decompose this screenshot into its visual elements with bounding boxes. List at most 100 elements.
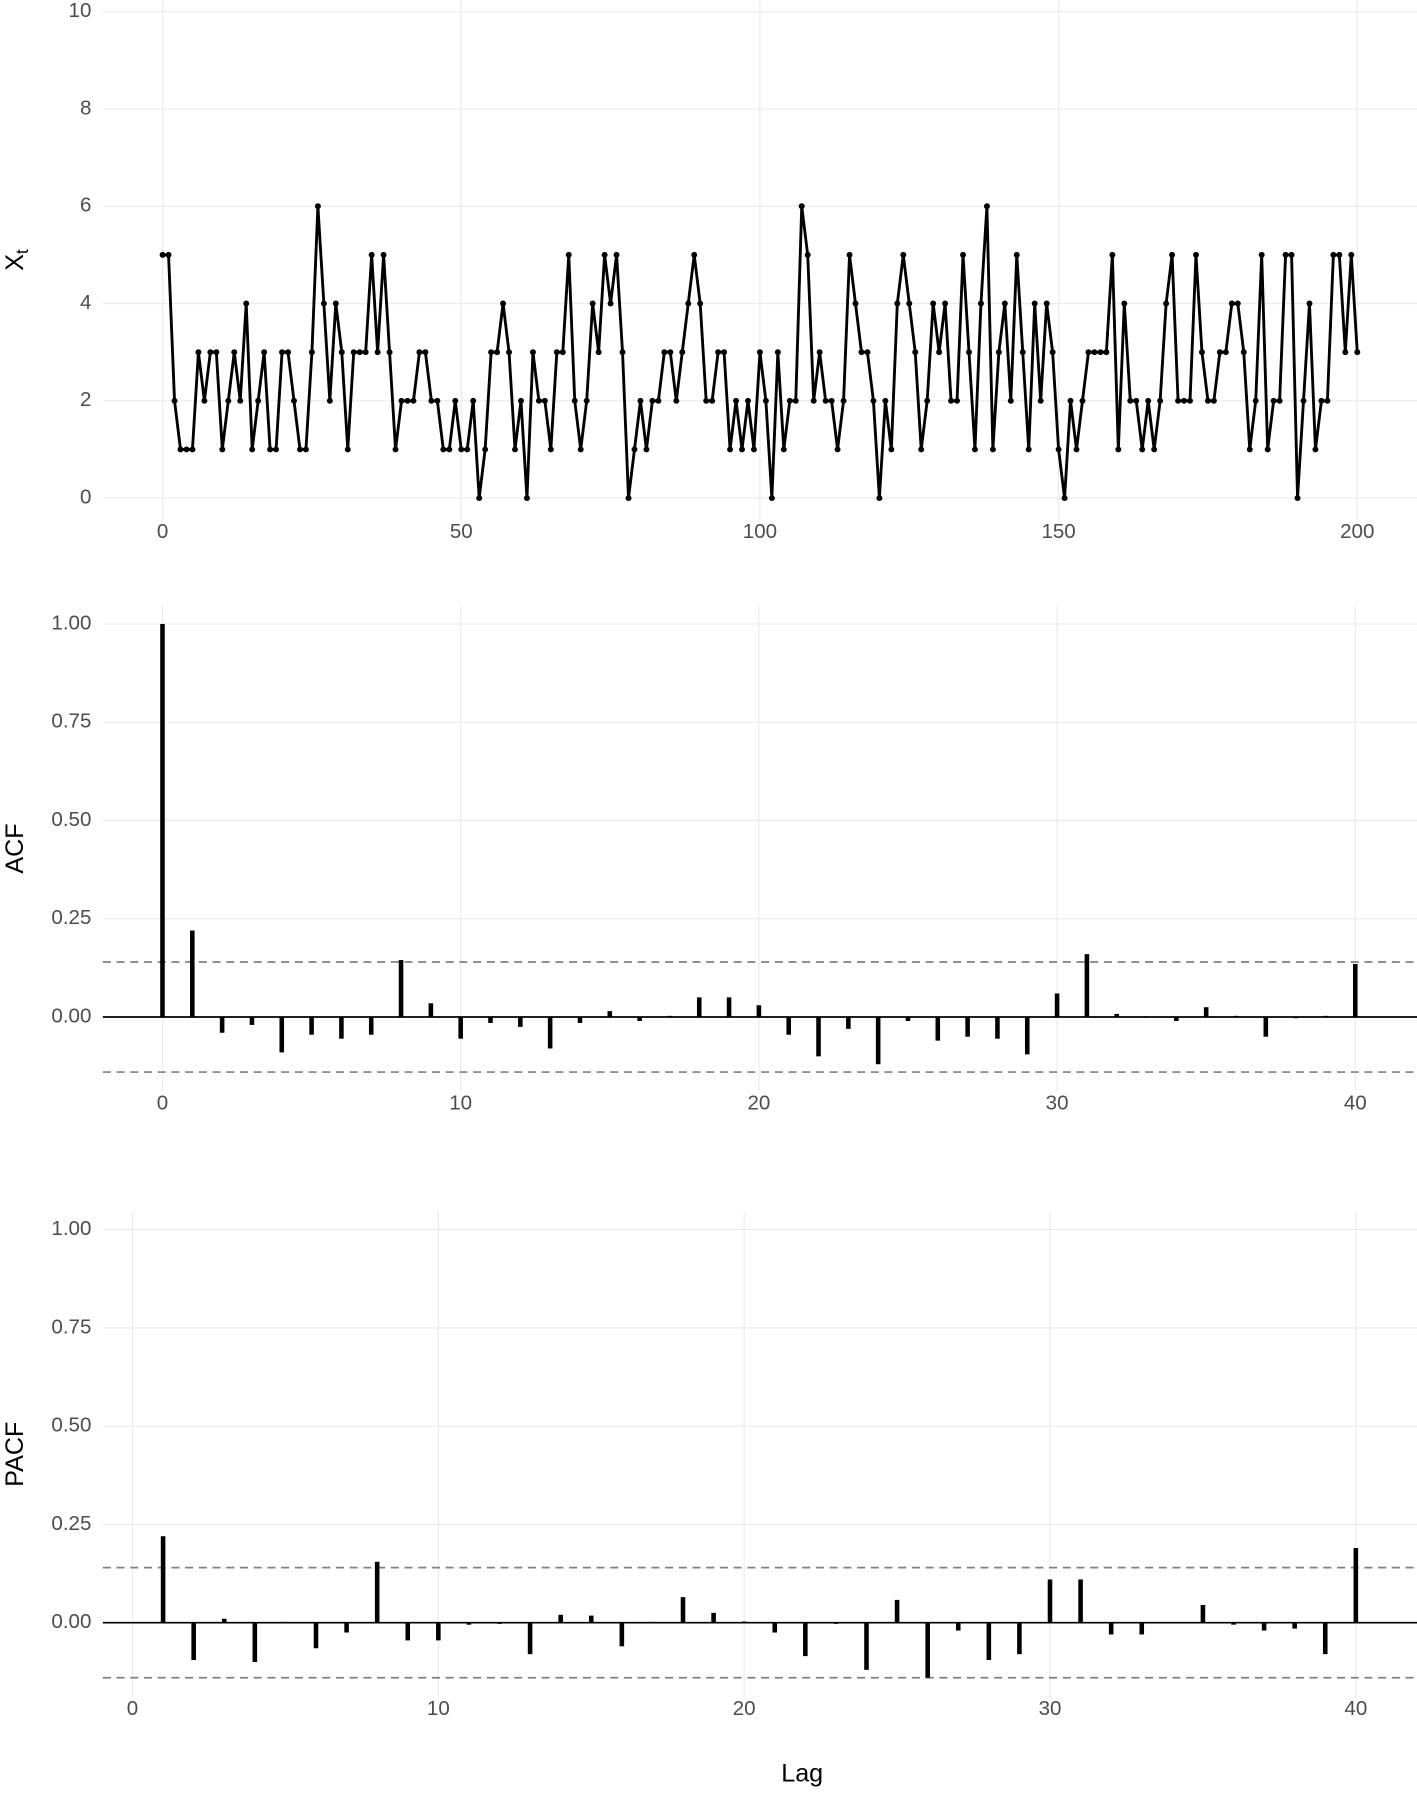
data-point (750, 446, 757, 453)
data-point (518, 397, 524, 404)
bar (1047, 1579, 1053, 1623)
data-point (279, 349, 286, 356)
data-point (1001, 300, 1008, 307)
y-tick-label: 1.00 (51, 611, 91, 634)
data-point (177, 446, 184, 453)
data-point (685, 300, 692, 307)
data-point (756, 349, 763, 356)
data-point (762, 397, 769, 404)
data-point (273, 446, 280, 453)
bar (252, 1622, 258, 1663)
data-point (733, 397, 740, 404)
data-point (924, 397, 931, 404)
data-point (1258, 251, 1265, 258)
y-tick-label: 0.50 (51, 808, 91, 831)
x-tick-label: 20 (747, 1091, 770, 1114)
data-point (267, 446, 274, 453)
bar (1323, 1015, 1328, 1018)
data-point (1037, 397, 1044, 404)
bar (309, 1017, 314, 1035)
data-point (727, 446, 734, 453)
data-point (410, 397, 417, 404)
y-tick-label: 8 (80, 96, 91, 119)
y-axis-label: ACF (1, 823, 29, 873)
y-axis-label-main: ACF (1, 823, 29, 873)
bar (1174, 1017, 1179, 1021)
data-point (804, 251, 811, 258)
data-point (1354, 349, 1361, 356)
data-point (183, 446, 190, 453)
bar (1293, 1017, 1298, 1019)
data-point (888, 446, 895, 453)
data-point (768, 495, 775, 502)
bar (283, 1621, 288, 1623)
data-point (709, 397, 716, 404)
data-point (1031, 300, 1038, 307)
data-point (1043, 300, 1050, 307)
bar (1233, 1015, 1239, 1018)
data-point (249, 446, 256, 453)
data-point (1079, 397, 1086, 404)
data-point (655, 397, 662, 404)
data-point (165, 251, 172, 258)
data-point (1067, 397, 1074, 404)
data-point (679, 349, 686, 356)
data-point (1240, 349, 1247, 356)
bar (786, 1017, 791, 1035)
data-point (213, 349, 220, 356)
bar (846, 1017, 851, 1029)
x-tick-label: 0 (157, 520, 168, 543)
bar (1114, 1013, 1120, 1018)
data-point (607, 300, 614, 307)
data-point (386, 349, 393, 356)
data-point (960, 251, 966, 258)
bar (249, 1017, 255, 1025)
data-point (1342, 349, 1349, 356)
data-point (625, 495, 632, 502)
y-tick-label: 0.00 (51, 1610, 91, 1633)
data-point (786, 397, 793, 404)
data-point (1061, 495, 1068, 502)
bar (191, 1622, 196, 1661)
y-tick-label: 6 (80, 194, 91, 217)
x-tick-label: 30 (1046, 1091, 1069, 1114)
data-point (900, 251, 907, 258)
x-tick-label: 150 (1041, 520, 1075, 543)
x-tick-label: 40 (1344, 1697, 1367, 1720)
data-point (1097, 349, 1104, 356)
data-point (816, 349, 823, 356)
data-point (506, 349, 513, 356)
data-point (1276, 397, 1283, 404)
data-point (189, 446, 196, 453)
bar (436, 1622, 441, 1641)
data-point (1210, 397, 1217, 404)
data-point (1228, 300, 1235, 307)
bar (864, 1622, 869, 1670)
data-point (195, 349, 202, 356)
bar (1144, 1016, 1149, 1018)
data-point (906, 300, 913, 307)
bar (986, 1622, 992, 1661)
data-point (1157, 397, 1164, 404)
data-point (1264, 446, 1271, 453)
data-point (918, 446, 925, 453)
data-point (452, 397, 459, 404)
data-point (464, 446, 471, 453)
data-point (1163, 300, 1170, 307)
x-tick-label: 10 (427, 1697, 450, 1720)
data-point (798, 203, 805, 210)
data-point (1169, 251, 1176, 258)
data-point (1085, 349, 1092, 356)
bar (875, 1017, 881, 1065)
data-point (834, 446, 841, 453)
data-point (1198, 349, 1205, 356)
data-point (1300, 397, 1307, 404)
data-point (398, 397, 405, 404)
bar (405, 1622, 411, 1641)
data-point (404, 397, 411, 404)
data-point (828, 397, 835, 404)
data-point (846, 251, 853, 258)
data-point (225, 397, 232, 404)
data-point (1252, 397, 1259, 404)
